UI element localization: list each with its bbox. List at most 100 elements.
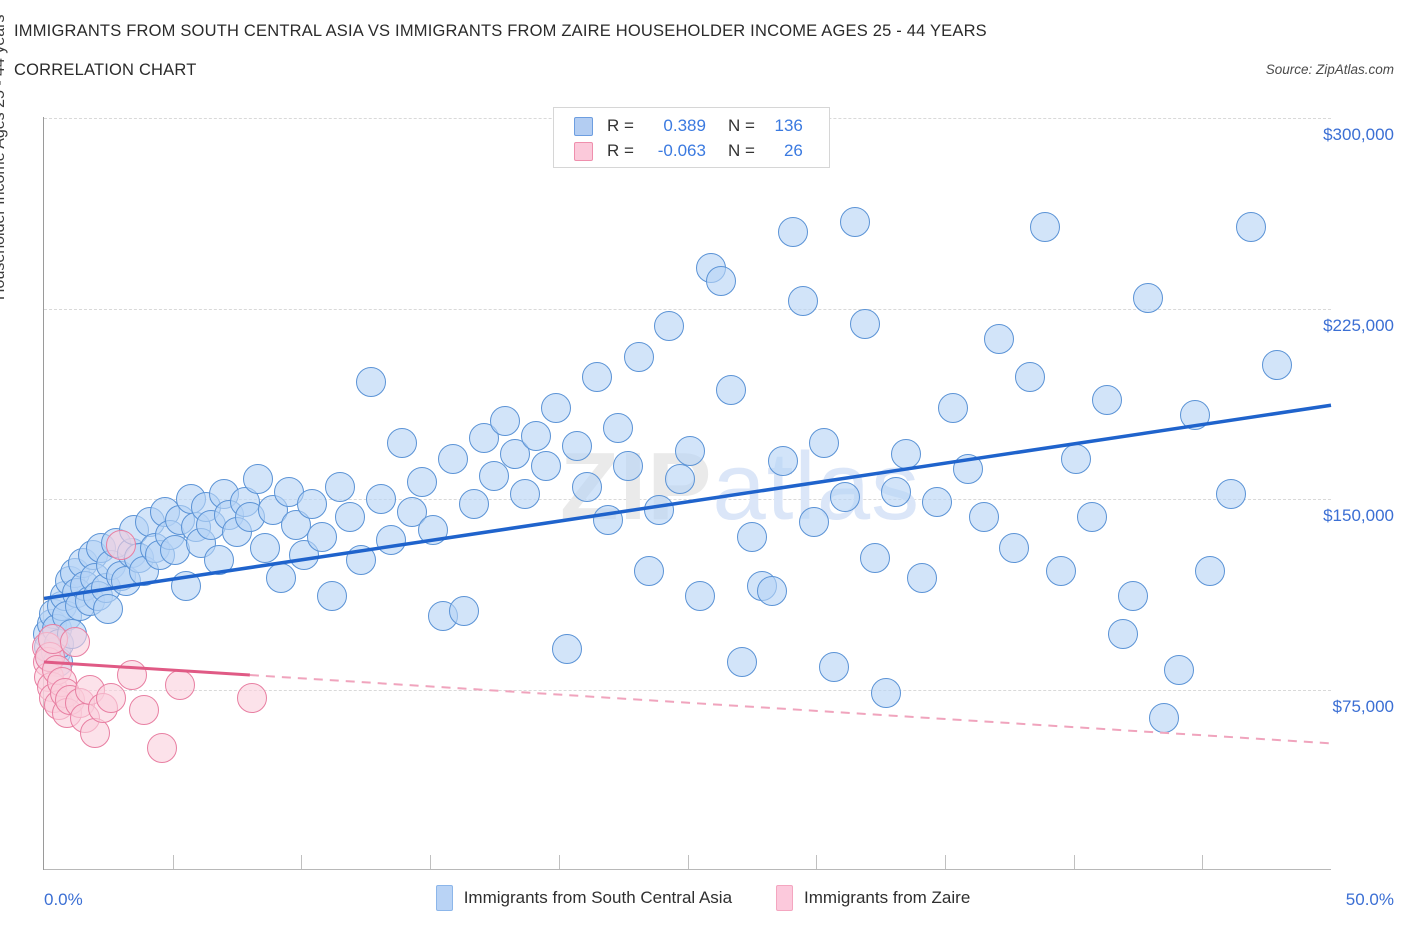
scatter-point [520,420,551,451]
scatter-point [1133,283,1164,314]
scatter-point [592,504,623,535]
x-axis-tick [301,855,303,869]
scatter-point [407,466,438,497]
scatter-point [757,575,788,606]
scatter-point [510,479,541,510]
scatter-point [376,525,407,555]
scatter-point [1107,619,1138,650]
x-axis-line [44,869,1331,870]
scatter-point [767,446,798,477]
scatter-point [417,514,448,545]
stats-r-label-pink: R = [607,141,634,160]
stats-legend-box: R = 0.389 N = 136 R = -0.063 N = 26 [553,107,830,168]
x-axis-min-label: 0.0% [44,890,83,909]
scatter-point [953,453,984,484]
scatter-point [572,471,603,502]
scatter-point [355,367,386,398]
scatter-point [891,438,922,469]
scatter-point [644,494,675,525]
scatter-point [561,430,592,461]
scatter-point [870,677,901,708]
scatter-point [937,392,968,423]
scatter-point [438,443,469,474]
scatter-point [1076,502,1107,533]
scatter-point [489,405,520,436]
legend-swatch-blue [435,885,453,911]
legend-swatch-pink [776,885,794,911]
legend-item-south-central-asia[interactable]: Immigrants from South Central Asia [435,885,733,911]
scatter-point [1014,362,1045,393]
scatter-point [968,502,999,533]
y-axis-tick-label: $75,000 [1332,697,1394,716]
scatter-point [296,489,327,520]
stats-r-label-blue: R = [607,116,634,135]
scatter-point [798,507,829,538]
legend-label-south-central-asia: Immigrants from South Central Asia [463,888,733,907]
scatter-point [664,463,695,494]
page-title: IMMIGRANTS FROM SOUTH CENTRAL ASIA VS IM… [14,22,987,40]
scatter-point [788,286,819,317]
stats-r-value-pink: -0.063 [657,141,706,160]
chart-legend: Immigrants from South Central Asia Immig… [0,885,1406,911]
scatter-point [1179,400,1210,431]
source-label: Source: ZipAtlas.com [1265,62,1394,77]
gridline [44,308,1331,310]
scatter-point [479,461,510,492]
scatter-point [1061,443,1092,474]
scatter-point [808,428,839,459]
page-subtitle: CORRELATION CHART [14,61,197,79]
stats-swatch-pink [574,141,593,161]
scatter-point [829,481,860,512]
scatter-point [1195,555,1226,586]
scatter-point [1045,555,1076,586]
scatter-point [819,652,850,683]
scatter-point [839,207,870,238]
scatter-point [458,489,489,520]
scatter-point [685,580,716,611]
x-axis-tick [1202,855,1204,869]
scatter-point [366,484,397,515]
scatter-point [204,545,235,576]
scatter-point [93,593,124,624]
scatter-point [726,647,757,678]
scatter-point [603,413,633,444]
scatter-point [250,532,281,563]
scatter-point [165,669,196,700]
scatter-point [880,476,911,507]
plot-area [31,117,1330,869]
scatter-point [983,324,1014,355]
scatter-point [736,522,767,553]
stats-n-label-pink: N = [727,141,755,160]
stats-n-label-blue: N = [727,116,755,135]
stats-swatch-blue [574,116,593,136]
scatter-point [675,436,706,467]
legend-item-zaire[interactable]: Immigrants from Zaire [776,885,970,911]
scatter-point [1215,479,1246,510]
y-axis-tick-label: $300,000 [1323,125,1394,144]
y-axis-tick-label: $150,000 [1323,506,1394,526]
scatter-point [778,217,809,248]
scatter-point [95,682,126,713]
scatter-point [448,596,479,627]
y-axis-title: Householder Income Ages 25 - 44 years [0,14,8,301]
x-axis-max-label: 50.0% [1345,890,1394,909]
scatter-point [306,522,337,553]
x-axis-tick [816,855,818,869]
x-axis-tick [172,855,174,869]
stats-n-value-pink: 26 [783,141,803,160]
scatter-point [541,392,572,423]
scatter-point [345,545,376,576]
legend-label-zaire: Immigrants from Zaire [804,888,971,907]
scatter-point [386,428,417,459]
scatter-point [906,563,937,594]
x-axis-tick [430,855,432,869]
scatter-point [613,451,644,482]
y-axis-tick-label: $225,000 [1323,315,1394,335]
scatter-point [129,695,160,726]
scatter-point [1261,349,1292,380]
x-axis-tick [687,855,689,869]
scatter-point [1092,385,1123,416]
scatter-point [922,486,953,517]
x-axis-tick [944,855,946,869]
scatter-point [170,570,201,601]
